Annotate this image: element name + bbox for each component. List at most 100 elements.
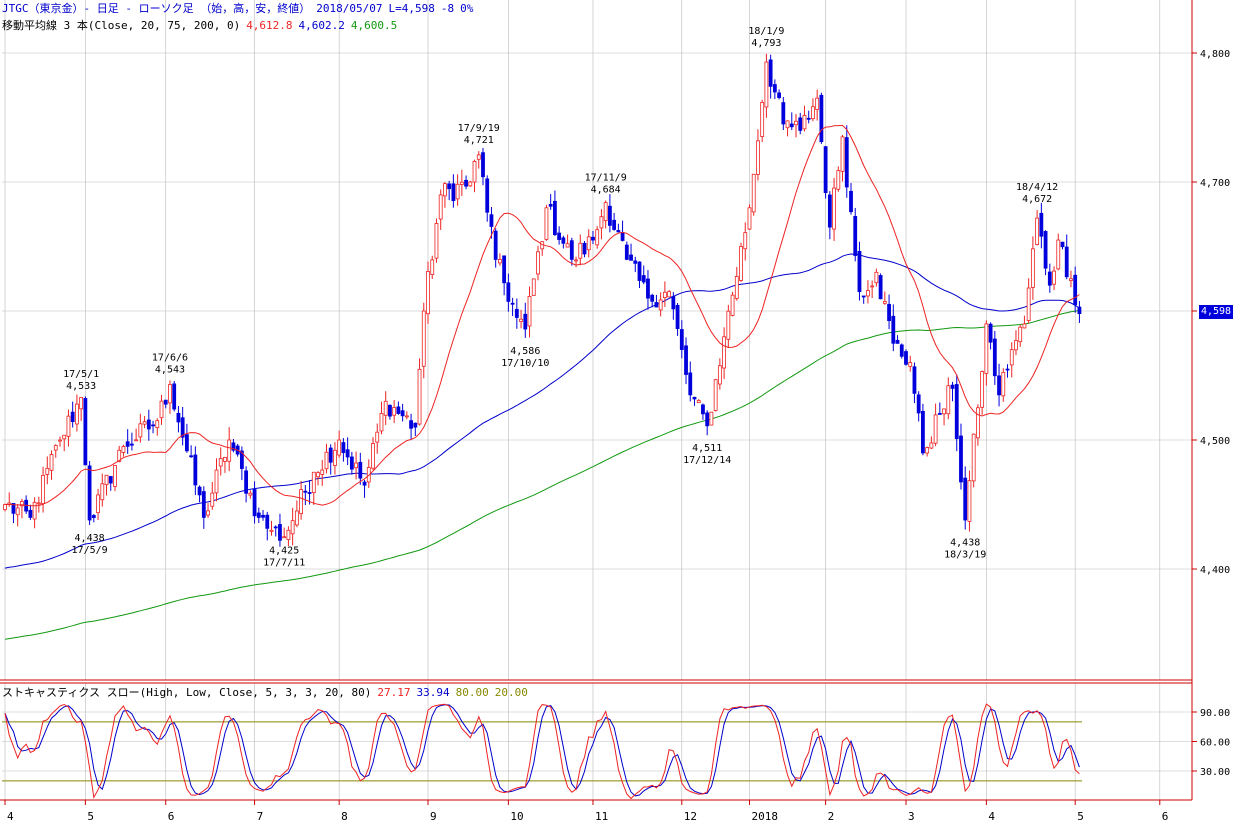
candle-down (671, 296, 676, 310)
candle-down (582, 242, 587, 255)
candle-up (337, 439, 342, 456)
candle-up (785, 120, 790, 129)
candle-down (701, 404, 705, 415)
candle-down (493, 230, 498, 260)
candle-down (569, 240, 574, 260)
candle-up (709, 411, 714, 426)
candle-down (607, 205, 612, 226)
candle-up (1014, 340, 1018, 351)
x-tick-label: 3 (908, 810, 915, 823)
x-axis-ticks: 4 5 6 7 8 9 10 11 12 2018 2 3 4 5 6 (4, 800, 1168, 823)
candle-up (438, 194, 443, 220)
candle-up (248, 492, 253, 496)
candle-up (1052, 270, 1056, 285)
annotation-price: 4,438 (75, 533, 105, 544)
y-tick-label: 4,400 (1200, 565, 1230, 576)
candle-down (189, 455, 194, 458)
candle-up (417, 368, 422, 425)
candle-up (929, 442, 934, 449)
candle-up (223, 456, 227, 462)
candle-up (595, 229, 600, 246)
candle-up (117, 449, 122, 462)
candle-down (988, 323, 993, 343)
candle-down (675, 304, 680, 330)
candle-down (844, 137, 849, 188)
candle-down (557, 232, 562, 240)
candle-up (730, 294, 735, 316)
candle-up (866, 290, 870, 297)
candle-up (36, 502, 41, 505)
candle-up (1056, 239, 1061, 270)
candle-up (498, 259, 502, 264)
candle-up (1035, 217, 1040, 245)
candle-up (717, 365, 722, 385)
candle-up (908, 362, 913, 367)
candle-up (53, 445, 58, 451)
candle-up (726, 310, 731, 340)
candle-up (138, 423, 143, 438)
candle-up (734, 276, 739, 299)
candle-down (176, 412, 181, 423)
candle-up (836, 170, 841, 190)
candle-down (819, 94, 824, 143)
candle-down (256, 512, 261, 518)
annotation-date: 18/3/19 (944, 550, 986, 561)
candle-down (849, 190, 853, 213)
candle-down (912, 366, 917, 394)
candle-up (874, 271, 879, 284)
candle-up (316, 472, 320, 478)
annotation-price: 4,533 (66, 381, 96, 392)
ma75-value: 4,602.2 (298, 19, 345, 32)
candle-up (536, 251, 540, 275)
candle-down (891, 315, 896, 344)
candle-down (772, 84, 777, 93)
candle-down (777, 92, 781, 98)
ma20-value: 4,612.8 (246, 19, 293, 32)
candlesticks (3, 53, 1082, 547)
ma75-path (4, 253, 1080, 569)
candle-up (134, 439, 139, 442)
candle-up (392, 407, 397, 416)
candle-down (637, 261, 642, 281)
candle-down (413, 422, 418, 428)
candle-down (523, 313, 528, 330)
candle-down (1039, 212, 1044, 237)
annotation-price: 4,511 (692, 443, 722, 454)
candle-up (142, 421, 147, 425)
candle-up (227, 439, 232, 462)
candle-up (662, 291, 667, 299)
candle-up (311, 471, 316, 494)
candle-down (857, 250, 862, 293)
candle-down (853, 216, 858, 256)
candle-up (421, 310, 426, 367)
x-tick-label: 8 (341, 810, 348, 823)
candle-down (303, 490, 308, 493)
candle-down (91, 515, 96, 518)
annotation-date: 17/6/6 (152, 352, 188, 363)
candle-down (591, 236, 595, 241)
stoch-upper-value: 80.00 (455, 686, 489, 699)
candle-down (827, 194, 832, 228)
candle-down (345, 449, 350, 458)
stoch-d-line (4, 704, 1080, 797)
candle-up (168, 384, 172, 404)
date-label: 2018/05/07 (316, 2, 383, 15)
candle-down (612, 219, 617, 230)
candle-up (802, 114, 807, 130)
candle-down (349, 456, 354, 470)
candle-down (692, 396, 697, 400)
candle-down (553, 200, 557, 235)
candle-down (396, 406, 401, 414)
annotation-price: 4,721 (464, 135, 494, 146)
candle-down (1077, 306, 1082, 314)
candle-up (333, 449, 337, 466)
candle-up (371, 443, 375, 469)
annotation-price: 4,793 (751, 38, 781, 49)
candle-up (290, 520, 295, 535)
candle-down (447, 183, 452, 190)
candle-down (781, 102, 786, 125)
annotation-price: 4,425 (269, 546, 299, 557)
candle-up (603, 202, 608, 222)
